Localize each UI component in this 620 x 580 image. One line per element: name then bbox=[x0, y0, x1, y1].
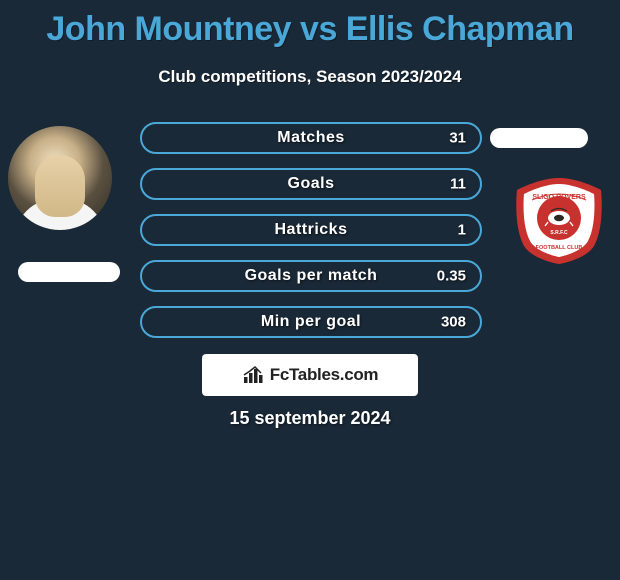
player-right-club-crest: SLIGO ROVERS FOOTBALL CLUB S.R.F.C bbox=[508, 176, 610, 266]
stat-label: Hattricks bbox=[275, 221, 348, 239]
player-left-blank-pill bbox=[18, 262, 120, 282]
stat-label: Min per goal bbox=[261, 313, 361, 331]
stat-row-goals-per-match: Goals per match 0.35 bbox=[140, 260, 482, 292]
stat-row-matches: Matches 31 bbox=[140, 122, 482, 154]
stat-row-goals: Goals 11 bbox=[140, 168, 482, 200]
stat-row-min-per-goal: Min per goal 308 bbox=[140, 306, 482, 338]
stat-rows: Matches 31 Goals 11 Hattricks 1 Goals pe… bbox=[140, 122, 482, 352]
stat-label: Goals per match bbox=[245, 267, 378, 285]
comparison-card: John Mountney vs Ellis Chapman Club comp… bbox=[0, 0, 620, 580]
player-right-blank-pill bbox=[490, 128, 588, 148]
page-subtitle: Club competitions, Season 2023/2024 bbox=[0, 67, 620, 87]
stat-value-right: 1 bbox=[458, 222, 466, 239]
svg-text:SLIGO ROVERS: SLIGO ROVERS bbox=[532, 194, 586, 201]
footer-date: 15 september 2024 bbox=[0, 408, 620, 429]
page-title: John Mountney vs Ellis Chapman bbox=[0, 0, 620, 49]
svg-text:S.R.F.C: S.R.F.C bbox=[550, 230, 568, 236]
stat-value-right: 31 bbox=[449, 130, 466, 147]
stat-label: Matches bbox=[277, 129, 345, 147]
stat-value-right: 11 bbox=[450, 176, 466, 193]
stat-row-hattricks: Hattricks 1 bbox=[140, 214, 482, 246]
bar-chart-icon bbox=[242, 365, 266, 385]
stat-value-right: 308 bbox=[441, 314, 466, 331]
stat-value-right: 0.35 bbox=[437, 268, 466, 285]
stat-label: Goals bbox=[288, 175, 335, 193]
branding-box: FcTables.com bbox=[202, 354, 418, 396]
branding-text: FcTables.com bbox=[270, 365, 379, 385]
sligo-rovers-crest-icon: SLIGO ROVERS FOOTBALL CLUB S.R.F.C bbox=[508, 176, 610, 266]
svg-text:FOOTBALL CLUB: FOOTBALL CLUB bbox=[536, 245, 583, 251]
player-left-avatar bbox=[8, 126, 112, 230]
